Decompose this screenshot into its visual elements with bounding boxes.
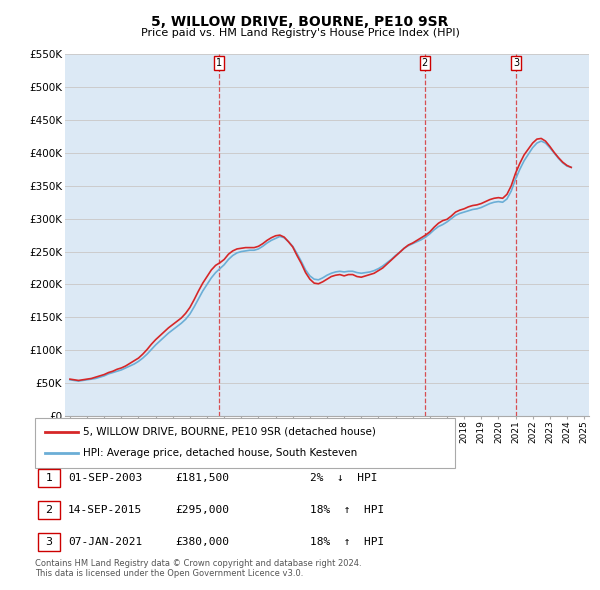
Text: 07-JAN-2021: 07-JAN-2021 [68, 537, 142, 547]
Text: £295,000: £295,000 [175, 505, 229, 515]
Text: 2%  ↓  HPI: 2% ↓ HPI [310, 473, 377, 483]
Text: 5, WILLOW DRIVE, BOURNE, PE10 9SR: 5, WILLOW DRIVE, BOURNE, PE10 9SR [151, 15, 449, 29]
Text: £380,000: £380,000 [175, 537, 229, 547]
Text: 1: 1 [215, 58, 221, 68]
Text: 2: 2 [46, 505, 53, 515]
Text: Contains HM Land Registry data © Crown copyright and database right 2024.
This d: Contains HM Land Registry data © Crown c… [35, 559, 362, 578]
Text: £181,500: £181,500 [175, 473, 229, 483]
Text: 01-SEP-2003: 01-SEP-2003 [68, 473, 142, 483]
Text: 3: 3 [46, 537, 53, 547]
Text: 3: 3 [513, 58, 519, 68]
Text: 18%  ↑  HPI: 18% ↑ HPI [310, 537, 384, 547]
Text: 18%  ↑  HPI: 18% ↑ HPI [310, 505, 384, 515]
Text: HPI: Average price, detached house, South Kesteven: HPI: Average price, detached house, Sout… [83, 448, 357, 458]
Text: 14-SEP-2015: 14-SEP-2015 [68, 505, 142, 515]
Text: 2: 2 [422, 58, 428, 68]
Text: Price paid vs. HM Land Registry's House Price Index (HPI): Price paid vs. HM Land Registry's House … [140, 28, 460, 38]
Text: 5, WILLOW DRIVE, BOURNE, PE10 9SR (detached house): 5, WILLOW DRIVE, BOURNE, PE10 9SR (detac… [83, 427, 376, 437]
Text: 1: 1 [46, 473, 53, 483]
